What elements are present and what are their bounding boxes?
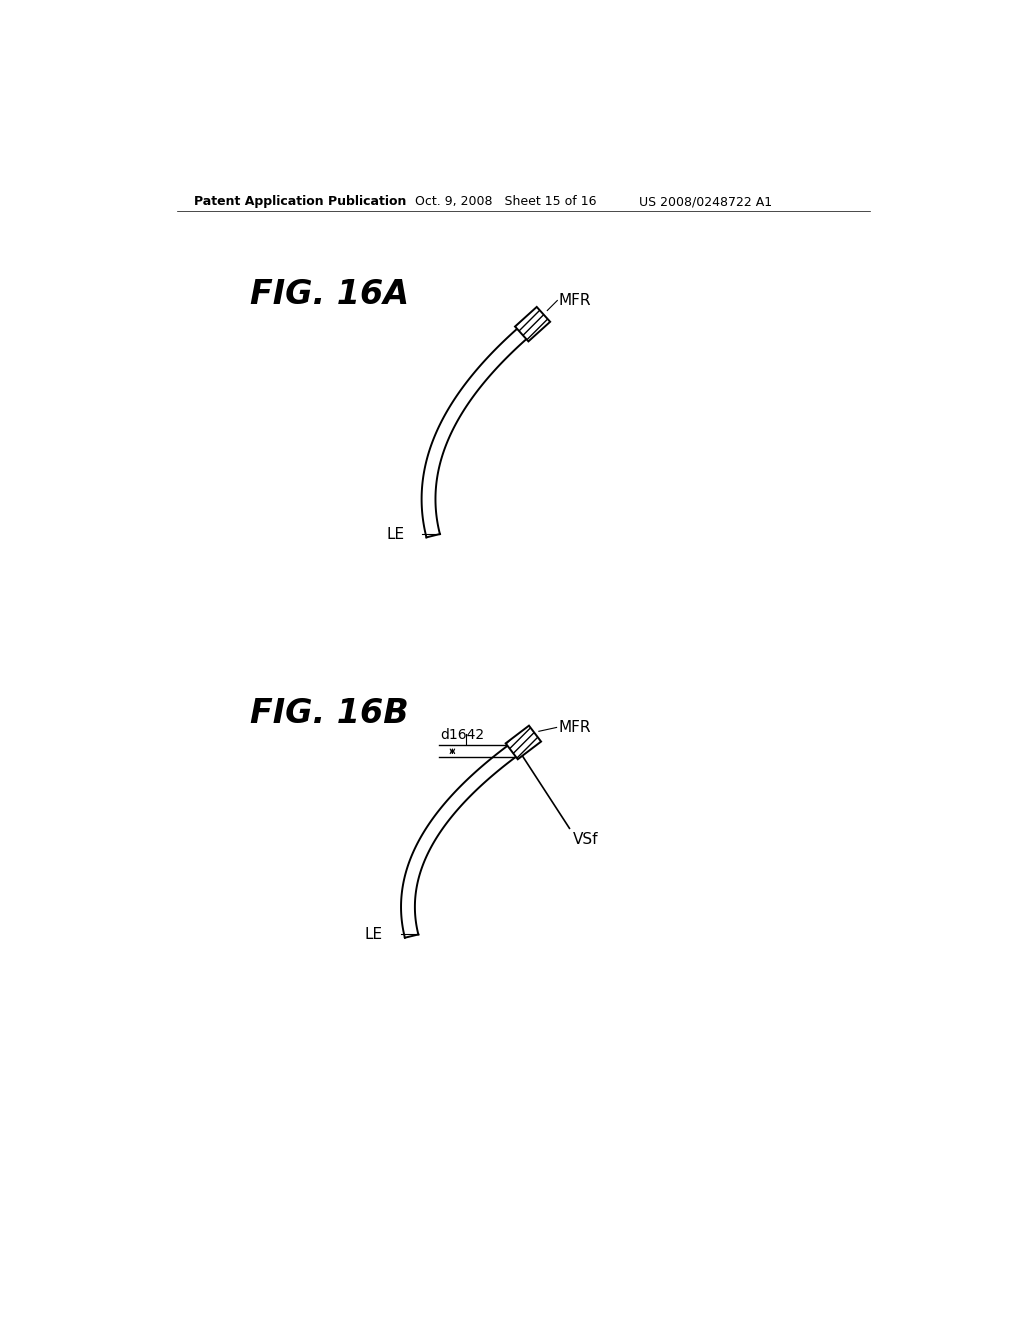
Polygon shape — [515, 308, 550, 342]
Text: MFR: MFR — [559, 293, 591, 308]
Text: Oct. 9, 2008   Sheet 15 of 16: Oct. 9, 2008 Sheet 15 of 16 — [416, 195, 597, 209]
Text: FIG. 16B: FIG. 16B — [250, 697, 409, 730]
Text: LE: LE — [365, 927, 383, 942]
Text: VSf: VSf — [573, 832, 599, 847]
Text: Patent Application Publication: Patent Application Publication — [194, 195, 407, 209]
Text: FIG. 16A: FIG. 16A — [250, 277, 409, 310]
Text: d1642: d1642 — [440, 729, 484, 742]
Text: US 2008/0248722 A1: US 2008/0248722 A1 — [639, 195, 772, 209]
Text: LE: LE — [386, 527, 404, 541]
Text: MFR: MFR — [558, 719, 591, 735]
Polygon shape — [506, 726, 541, 759]
